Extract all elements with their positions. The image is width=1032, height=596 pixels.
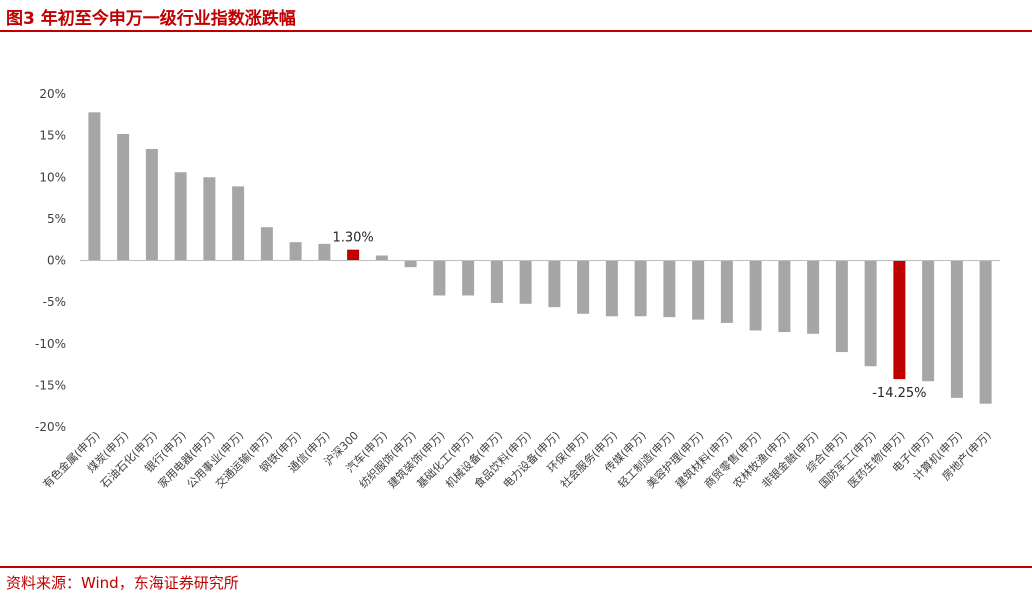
bar [950,260,963,398]
bar [117,133,130,261]
bar [318,243,331,261]
bar [692,260,705,320]
bar [375,255,388,261]
bar [778,260,791,333]
bar [289,242,302,261]
bar [490,260,503,303]
bar [663,260,676,318]
bar [634,260,647,317]
bar [807,260,820,334]
bar [519,260,532,304]
bar [462,260,475,296]
bar [720,260,733,323]
bar [893,260,906,380]
source-note: 资料来源：Wind，东海证券研究所 [6,574,239,592]
y-tick-label: -5% [43,295,66,309]
y-tick-label: 5% [47,212,66,226]
y-tick-label: 0% [47,254,66,268]
y-tick-label: -15% [35,378,66,392]
y-tick-label: -10% [35,337,66,351]
bar [203,177,216,261]
bar [835,260,848,353]
y-tick-label: 15% [39,129,66,143]
y-tick-label: 10% [39,170,66,184]
figure-title: 图3 年初至今申万一级行业指数涨跌幅 [6,9,296,29]
bar [605,260,618,317]
bar [749,260,762,331]
data-label: -14.25% [872,386,926,401]
bar [864,260,877,367]
bar [232,186,245,261]
source-rule [0,566,1032,568]
y-tick-label: 20% [39,87,66,101]
bar [979,260,992,404]
bar [88,112,101,261]
bar [347,249,360,261]
bar [404,260,417,268]
bar-chart: 20% 15% 10% 5% 0% -5% -10% -15% -20% 1.30% -14.25%… [35,87,1000,491]
bar [433,260,446,296]
y-tick-label: -20% [35,420,66,434]
title-rule [0,30,1032,32]
bar [548,260,561,308]
bar [260,227,273,261]
bar [145,148,158,261]
bar [577,260,590,314]
bar [922,260,935,382]
data-label: 1.30% [332,231,373,246]
bar [174,172,187,261]
